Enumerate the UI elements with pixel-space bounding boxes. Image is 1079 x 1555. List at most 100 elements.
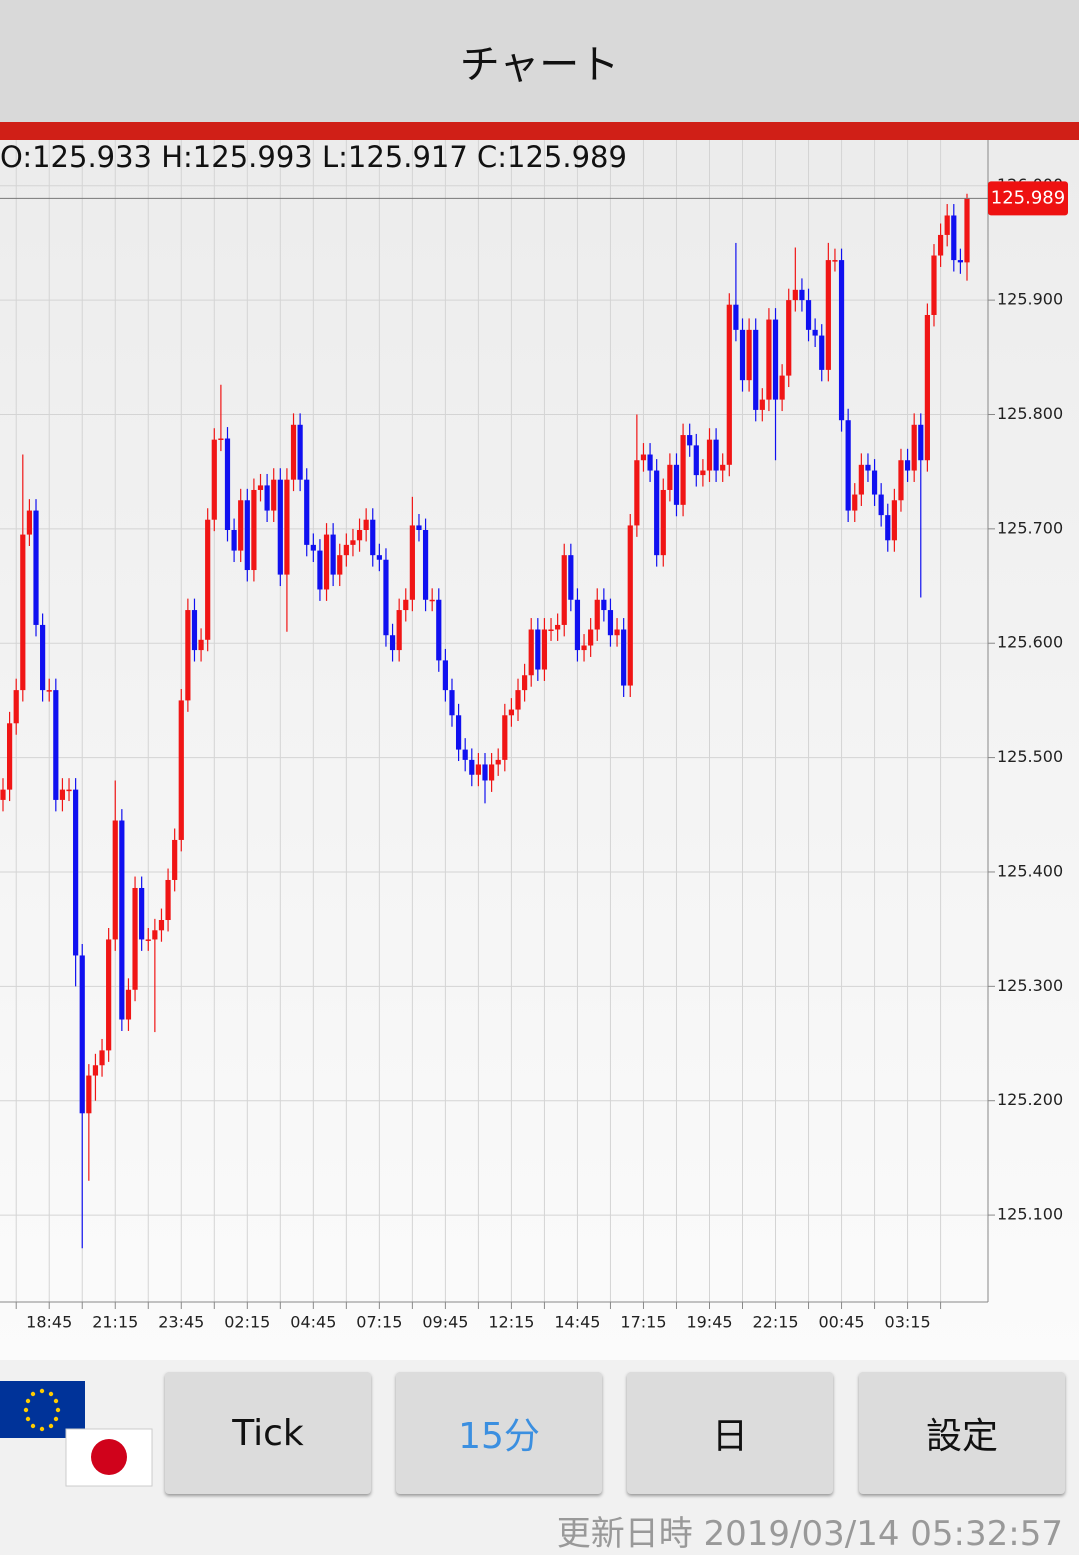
candle-body [330,534,336,575]
candle-body [726,304,732,465]
candle-body [951,215,957,261]
candle-body [290,424,297,480]
candle-body [469,759,475,775]
candle-body [317,550,323,590]
candle-body [515,690,521,710]
x-tick-label: 23:45 [158,1313,204,1332]
candle-body [323,534,330,590]
candle-body [178,700,184,840]
candle-body [845,420,851,511]
candle-body [944,215,950,235]
candle-body [59,789,66,800]
candle-body [957,260,963,263]
update-time: 更新日時 2019/03/14 05:32:57 [556,1514,1063,1554]
candle-body [383,559,389,636]
candle-body [898,460,904,501]
candle-body [640,454,647,461]
candle-body [92,1065,99,1076]
candle-body [310,544,316,551]
candle-body [145,939,151,941]
candle-body [13,690,19,724]
candle-body [924,314,930,461]
candle-body [713,439,719,471]
candle-body [185,610,191,701]
x-tick-label: 22:15 [752,1313,798,1332]
candle-body [7,723,13,790]
candle-body [693,445,699,476]
candle-body [422,530,429,600]
candle-body [858,464,864,495]
candle-body [403,599,409,611]
candle-body [528,629,534,676]
candle-body [218,438,224,441]
candle-body [508,709,515,716]
candle-body [647,454,653,471]
candle-body [621,629,627,686]
candle-body [673,464,680,505]
x-tick-label: 02:15 [224,1313,270,1332]
currency-flags [0,1381,153,1487]
candle-body [574,599,581,651]
candle-body [871,470,878,495]
y-tick-label: 125.400 [997,861,1063,880]
candle-body [720,464,726,471]
y-tick-label: 125.500 [997,747,1063,766]
candle-body [561,555,567,625]
candle-body [449,690,455,716]
candle-body [706,439,713,471]
candle-body [251,489,257,571]
15min-button[interactable]: 15分 [396,1372,602,1494]
candle-body [277,479,283,575]
candle-body [205,519,211,640]
candle-body [786,300,792,376]
candle-body [832,260,838,262]
candle-body [687,435,693,446]
candle-body [271,479,277,511]
candle-body [489,764,495,781]
candle-body [0,789,6,800]
candle-body [937,234,944,256]
ohlc-readout: O:125.933 H:125.993 L:125.917 C:125.989 [0,140,627,174]
candle-body [191,610,198,651]
tick-button[interactable]: Tick [165,1372,371,1494]
title: チャート [459,42,620,88]
y-tick-label: 125.600 [997,633,1063,652]
y-tick-label: 125.100 [997,1205,1063,1224]
candle-body [522,675,528,691]
candle-body [964,198,970,263]
candle-body [99,1050,105,1066]
y-tick-label: 125.700 [997,518,1063,537]
x-tick-label: 09:45 [422,1313,468,1332]
candle-body [918,424,924,461]
chart: 125.100 125.200 125.300 125.400 125.500 125.6… [0,140,1079,1360]
candle-body [231,530,237,551]
candle-body [284,479,290,575]
candle-body [224,438,231,531]
x-tick-label: 17:15 [620,1313,666,1332]
candle-body [389,635,396,651]
x-tick-label: 14:45 [554,1313,600,1332]
candle-body [264,485,270,511]
candle-body [112,820,118,940]
candle-body [660,489,666,556]
x-tick-label: 21:15 [92,1313,138,1332]
candle-body [73,789,79,956]
candle-body [257,485,264,490]
candle-body [337,555,343,575]
day-button[interactable]: 日 [627,1372,833,1494]
title-bar: チャート [0,0,1079,122]
candle-body [654,470,660,556]
candle-body [541,629,548,670]
candle-body [46,690,52,692]
x-tick-label: 12:15 [488,1313,534,1332]
candle-body [152,930,158,940]
candle-body [304,479,310,545]
candle-body [370,519,376,556]
candle-body [634,460,640,526]
candle-body [805,300,812,330]
candle-body [396,610,402,651]
candle-body [772,319,779,400]
settings-button[interactable]: 設定 [859,1372,1065,1494]
candle-body [601,599,607,611]
candle-body [891,500,897,541]
